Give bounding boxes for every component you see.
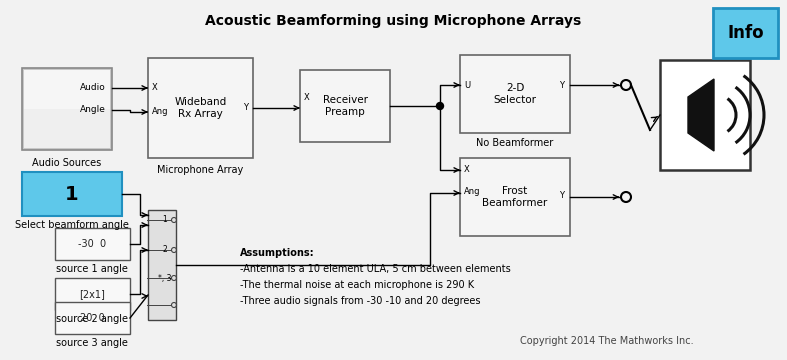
Bar bbox=[460, 158, 570, 236]
Text: Acoustic Beamforming using Microphone Arrays: Acoustic Beamforming using Microphone Ar… bbox=[205, 14, 582, 28]
Bar bbox=[713, 8, 778, 58]
Polygon shape bbox=[688, 79, 714, 151]
Text: Copyright 2014 The Mathworks Inc.: Copyright 2014 The Mathworks Inc. bbox=[520, 336, 693, 346]
Bar bbox=[22, 172, 122, 216]
Text: X: X bbox=[152, 84, 157, 93]
Text: U: U bbox=[464, 81, 470, 90]
Text: [2x1]: [2x1] bbox=[79, 289, 105, 299]
Bar bbox=[55, 278, 130, 310]
Text: 2: 2 bbox=[162, 246, 167, 255]
Bar bbox=[24, 70, 110, 148]
Text: Ang: Ang bbox=[464, 188, 481, 197]
Bar bbox=[24, 70, 110, 109]
Text: -30  0: -30 0 bbox=[79, 239, 106, 249]
Text: Wideband
Rx Array: Wideband Rx Array bbox=[175, 97, 227, 119]
Bar bbox=[148, 58, 253, 158]
Text: Ang: Ang bbox=[152, 108, 168, 117]
Text: -Three audio signals from -30 -10 and 20 degrees: -Three audio signals from -30 -10 and 20… bbox=[240, 296, 481, 306]
Text: Y: Y bbox=[243, 104, 248, 112]
Bar bbox=[460, 55, 570, 133]
Text: Info: Info bbox=[727, 24, 764, 42]
Text: source 3 angle: source 3 angle bbox=[56, 338, 128, 348]
Bar bbox=[55, 302, 130, 334]
Text: Y: Y bbox=[559, 81, 564, 90]
Text: Microphone Array: Microphone Array bbox=[157, 165, 243, 175]
Bar bbox=[22, 68, 112, 150]
Text: 1: 1 bbox=[65, 184, 79, 203]
Text: Angle: Angle bbox=[80, 105, 106, 114]
Text: *, 3: *, 3 bbox=[158, 274, 172, 283]
Text: 20  0: 20 0 bbox=[80, 313, 105, 323]
Text: X: X bbox=[464, 166, 470, 175]
Bar bbox=[148, 210, 176, 320]
Text: Receiver
Preamp: Receiver Preamp bbox=[323, 95, 368, 117]
Text: 1: 1 bbox=[162, 216, 167, 225]
Text: Frost
Beamformer: Frost Beamformer bbox=[482, 186, 548, 208]
Text: -Antenna is a 10 element ULA, 5 cm between elements: -Antenna is a 10 element ULA, 5 cm betwe… bbox=[240, 264, 511, 274]
Text: Select beamform angle: Select beamform angle bbox=[15, 220, 129, 230]
Text: Y: Y bbox=[559, 190, 564, 199]
Text: Audio: Audio bbox=[80, 84, 106, 93]
Bar bbox=[660, 60, 750, 170]
Text: 2-D
Selector: 2-D Selector bbox=[493, 83, 537, 105]
Text: source 2 angle: source 2 angle bbox=[56, 314, 128, 324]
Circle shape bbox=[437, 103, 444, 109]
Text: -The thermal noise at each microphone is 290 K: -The thermal noise at each microphone is… bbox=[240, 280, 474, 290]
Bar bbox=[55, 228, 130, 260]
Bar bbox=[300, 70, 390, 142]
Text: Audio Sources: Audio Sources bbox=[32, 158, 102, 168]
Text: source 1 angle: source 1 angle bbox=[56, 264, 128, 274]
Text: Assumptions:: Assumptions: bbox=[240, 248, 315, 258]
Text: X: X bbox=[304, 94, 310, 103]
Text: No Beamformer: No Beamformer bbox=[476, 138, 553, 148]
